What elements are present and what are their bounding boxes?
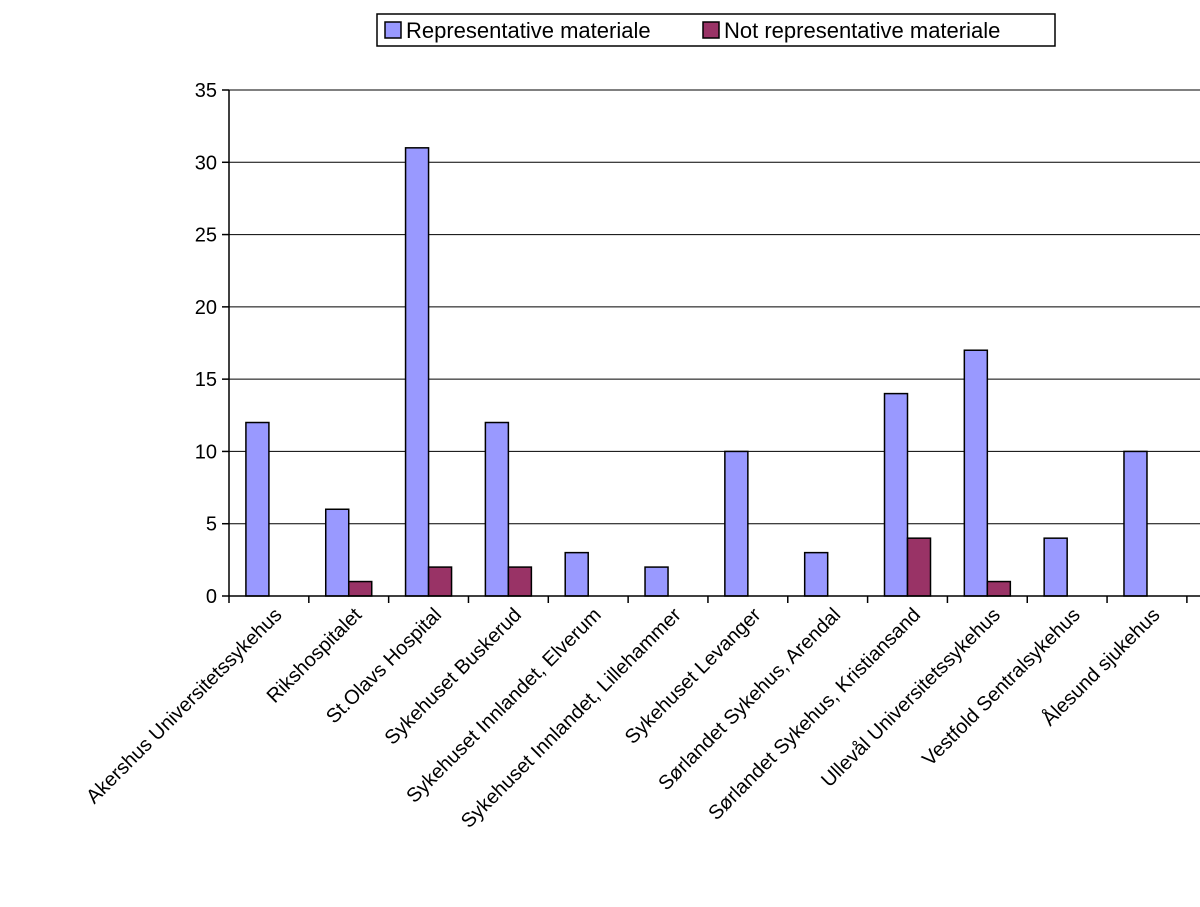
legend-label-not-representative: Not representative materiale [724,18,1000,43]
bar-representative [245,421,270,597]
bar-representative [1123,450,1148,597]
bar-representative [1043,537,1068,597]
x-category-label: Akershus Universitetssykehus [82,604,286,808]
legend-label-representative: Representative materiale [406,18,651,43]
bar-representative [404,147,430,597]
y-tick-label: 10 [195,441,217,463]
category-labels: Akershus UniversitetssykehusRikshospital… [82,603,1164,832]
bar-representative [644,566,669,597]
y-tick-label: 5 [206,514,217,536]
bar-representative [803,551,829,597]
x-category-label: Sykehuset Levanger [621,604,766,749]
y-tick-label: 25 [195,225,217,247]
bar-representative [484,421,510,597]
legend: Representative materiale Not representat… [376,13,1056,47]
y-tick-label: 0 [206,586,217,608]
y-tick-label: 15 [195,369,217,391]
bar-representative [883,392,909,597]
bar-representative [963,349,989,597]
bar-not-representative [507,566,533,597]
y-tick-labels: 0 5 10 15 20 25 30 35 [195,80,229,608]
y-tick-label: 30 [195,152,217,174]
bar-not-representative [906,537,932,597]
y-tick-label: 35 [195,80,217,102]
y-tick-label: 20 [195,297,217,319]
bar-representative [324,508,350,597]
gridlines [229,89,1200,525]
bar-not-representative [427,566,453,597]
x-category-label: Sykehuset Buskerud [381,604,526,749]
bar-not-representative [986,580,1012,597]
bars [245,147,1148,597]
x-tick-marks [228,596,1188,603]
x-category-label: Vestfold Sentralsykehus [918,604,1085,771]
legend-swatch-representative [384,21,402,39]
bar-representative [564,551,589,597]
legend-swatch-not-representative [702,21,720,39]
bar-not-representative [347,580,373,597]
bar-representative [724,450,749,597]
axes [228,90,1200,597]
